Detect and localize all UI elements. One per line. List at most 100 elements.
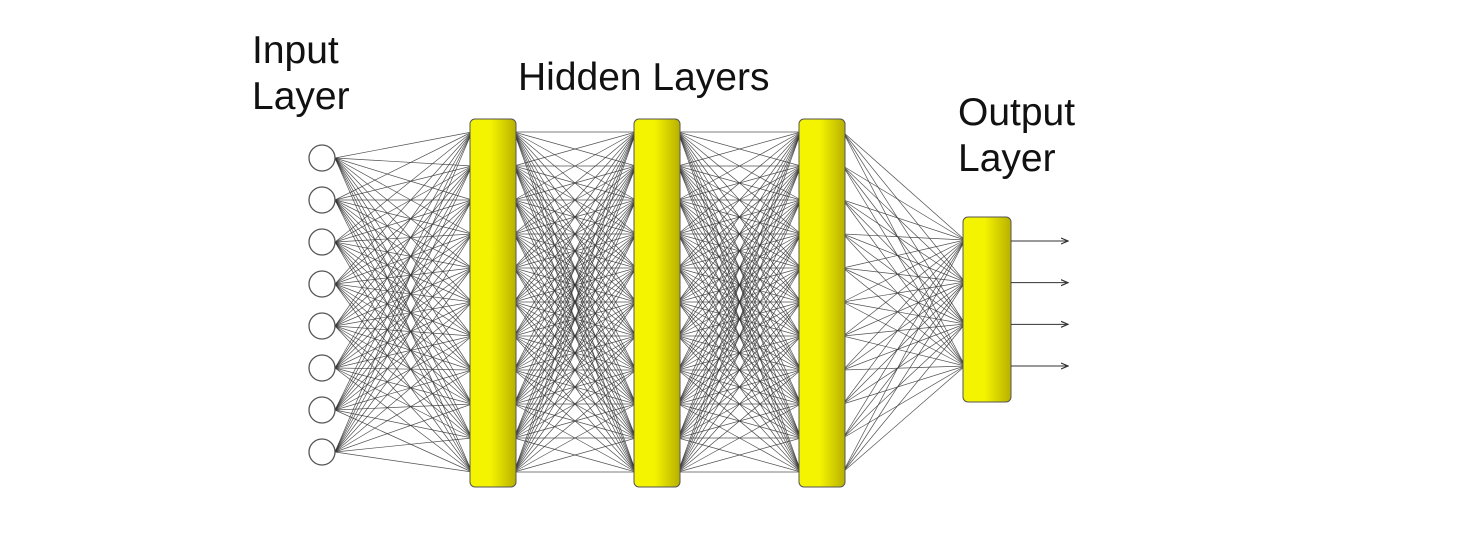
connection-line <box>334 165 473 327</box>
connection-line <box>334 403 473 411</box>
input-layer-label-line2: Layer <box>252 75 350 118</box>
connection-line <box>513 267 637 473</box>
connection-line <box>513 369 637 473</box>
connection-line <box>677 131 802 235</box>
connection-line <box>334 157 473 167</box>
connection-line <box>842 239 966 473</box>
input-node-2 <box>308 186 336 214</box>
input-node-1 <box>308 144 336 172</box>
connection-line <box>334 131 473 411</box>
connection-line <box>842 131 966 283</box>
connection-line <box>677 131 802 303</box>
connection-line <box>842 281 966 473</box>
output-layer-label-line1: Output <box>958 91 1076 134</box>
connection-line <box>842 323 966 473</box>
connection-line <box>842 365 966 473</box>
connection-line <box>842 165 966 241</box>
connection-line <box>513 131 637 201</box>
connection-line <box>513 199 637 473</box>
connection-line <box>334 325 473 371</box>
connection-line <box>842 199 966 241</box>
connection-line <box>334 335 473 369</box>
connection-line <box>842 131 966 325</box>
connection-line <box>334 325 473 337</box>
connection-line <box>334 165 473 453</box>
connection-line <box>334 409 473 439</box>
connection-line <box>677 369 802 473</box>
connection-line <box>513 131 637 371</box>
connection-line <box>334 131 473 201</box>
connection-line <box>513 233 637 473</box>
connection-line <box>842 199 966 325</box>
connection-line <box>334 301 473 327</box>
connection-line <box>842 267 966 283</box>
connection-line <box>513 131 637 473</box>
connection-line <box>334 301 473 369</box>
connection-line <box>842 165 966 283</box>
connection-line <box>842 301 966 367</box>
connection-line <box>334 267 473 411</box>
hidden-layers-label: Hidden Layers <box>518 56 770 99</box>
connection-line <box>677 131 802 201</box>
input-node-8 <box>308 438 336 466</box>
connection-line <box>334 335 473 453</box>
connection-line <box>842 281 966 371</box>
connection-line <box>842 281 966 303</box>
connection-line <box>334 367 473 405</box>
input-node-4 <box>308 270 336 298</box>
hidden-layer-bar-1 <box>469 118 517 488</box>
connection-line <box>334 199 473 411</box>
input-node-5 <box>308 312 336 340</box>
connection-line <box>334 409 473 473</box>
connection-line <box>334 367 473 439</box>
connection-line <box>334 199 473 327</box>
connection-line <box>677 267 802 473</box>
connection-line <box>513 131 637 337</box>
connection-line <box>842 239 966 337</box>
connection-line <box>334 233 473 411</box>
connection-line <box>334 131 473 243</box>
connection-line <box>677 165 802 473</box>
input-layer-label: Input Layer <box>252 28 350 120</box>
input-node-3 <box>308 228 336 256</box>
input-node-7 <box>308 396 336 424</box>
connection-line <box>334 131 473 285</box>
connection-line <box>842 233 966 241</box>
connection-line <box>842 301 966 325</box>
input-nodes-group <box>308 144 336 466</box>
connection-line <box>334 267 473 369</box>
connection-line <box>334 233 473 453</box>
layers-group <box>469 118 1012 488</box>
connection-line <box>677 131 802 269</box>
connection-line <box>513 131 637 303</box>
connection-line <box>842 365 966 371</box>
connection-line <box>842 233 966 367</box>
output-layer-label: Output Layer <box>958 90 1075 182</box>
connection-line <box>334 131 473 327</box>
connection-line <box>513 165 637 473</box>
connection-line <box>334 157 473 201</box>
connection-line <box>334 131 473 159</box>
connection-line <box>334 165 473 201</box>
connection-line <box>334 233 473 369</box>
hidden-layer-bar-3 <box>798 118 846 488</box>
connection-line <box>513 335 637 473</box>
connection-line <box>842 199 966 367</box>
connection-line <box>842 233 966 325</box>
connection-line <box>334 131 473 369</box>
connection-line <box>334 335 473 411</box>
connection-line <box>334 165 473 369</box>
connection-line <box>513 437 637 473</box>
connection-line <box>334 325 473 405</box>
connection-line <box>334 267 473 453</box>
connection-line <box>334 369 473 411</box>
connection-line <box>334 165 473 411</box>
connection-line <box>334 451 473 473</box>
connection-line <box>677 199 802 473</box>
connection-line <box>842 199 966 283</box>
connection-line <box>677 301 802 473</box>
hidden-layer-bar-2 <box>633 118 681 488</box>
connection-line <box>334 165 473 243</box>
connection-line <box>677 335 802 473</box>
connection-line <box>842 239 966 269</box>
